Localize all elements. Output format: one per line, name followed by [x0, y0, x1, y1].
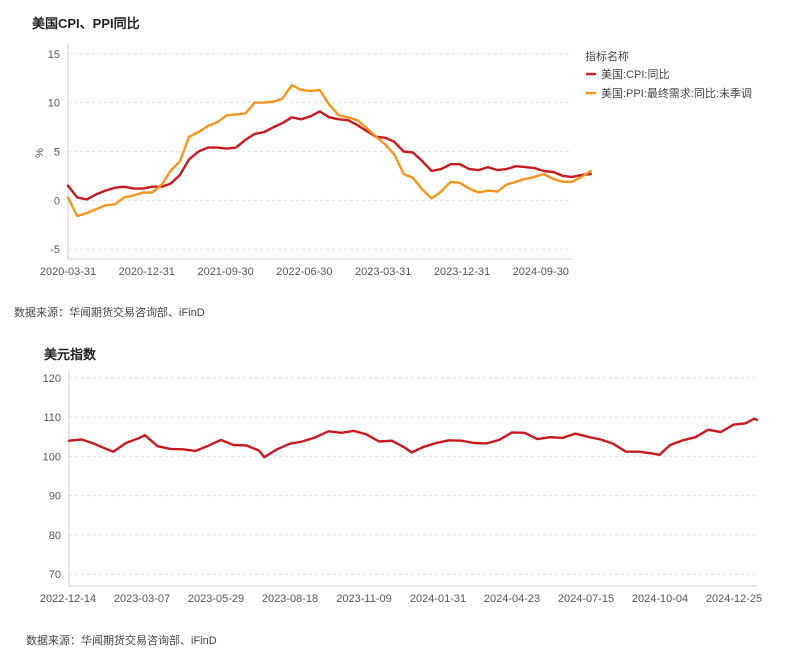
- x-tick-label: 2020-12-31: [119, 266, 175, 278]
- x-tick-label: 2022-12-14: [40, 593, 96, 605]
- x-tick-label: 2023-11-09: [336, 593, 391, 605]
- legend-title: 指标名称: [585, 49, 629, 63]
- y-tick-label: 120: [43, 373, 61, 385]
- x-tick-label: 2023-05-29: [188, 593, 244, 605]
- y-tick-label: -5: [50, 244, 60, 256]
- usd-index-chart-panel: 美元指数 120 110 100 90 80 70 2022-12-14 2023-03-07…: [0, 330, 785, 648]
- x-tick-label: 2023-03-31: [355, 266, 411, 278]
- series-line: [67, 417, 759, 459]
- x-tick-label: 2024-10-04: [632, 593, 688, 605]
- x-tick-label: 2023-12-31: [434, 266, 490, 278]
- y-tick-label: 90: [49, 491, 61, 503]
- source-note: 数据来源：华闻期货交易咨询部、iFinD: [26, 635, 217, 647]
- x-tick-label: 2023-03-07: [114, 593, 170, 605]
- chart-title: 美元指数: [44, 347, 97, 362]
- legend-label[interactable]: 美国:PPI:最终需求:同比:未季调: [601, 86, 752, 100]
- y-tick-label: 0: [54, 195, 60, 207]
- y-tick-label: 15: [48, 49, 60, 61]
- x-tick-label: 2024-09-30: [513, 266, 569, 278]
- x-tick-label: 2024-01-31: [410, 593, 466, 605]
- source-note: 数据来源：华闻期货交易咨询部、iFinD: [14, 307, 205, 319]
- x-tick-label: 2024-04-23: [484, 593, 540, 605]
- y-tick-label: 110: [43, 412, 61, 424]
- x-tick-label: 2022-06-30: [276, 266, 332, 278]
- legend-label[interactable]: 美国:CPI:同比: [601, 68, 669, 81]
- x-tick-label: 2024-12-25: [706, 593, 762, 605]
- x-tick-label: 2021-09-30: [197, 266, 253, 278]
- y-axis-label: %: [34, 148, 46, 158]
- cpi-ppi-chart: 15 10 5 0 -5 2020-03-31 2020-12-31 2021-09-30 20…: [34, 44, 752, 278]
- y-tick-label: 70: [49, 569, 61, 581]
- chart-title: 美国CPI、PPI同比: [32, 16, 140, 31]
- y-tick-label: 80: [49, 530, 61, 542]
- y-tick-label: 5: [54, 147, 60, 159]
- usd-index-chart: 120 110 100 90 80 70 2022-12-14 2023-03-07 2023-…: [40, 370, 762, 605]
- y-tick-label: 10: [48, 98, 60, 110]
- cpi-ppi-chart-panel: 美国CPI、PPI同比 15 10 5 0 -5 2020-03-31 2020-12-31…: [14, 16, 752, 319]
- series-line: [66, 83, 592, 218]
- x-tick-label: 2020-03-31: [40, 266, 96, 278]
- x-tick-label: 2023-08-18: [262, 593, 318, 605]
- y-tick-label: 100: [43, 451, 61, 463]
- x-tick-label: 2024-07-15: [558, 593, 614, 605]
- series-line: [66, 110, 592, 201]
